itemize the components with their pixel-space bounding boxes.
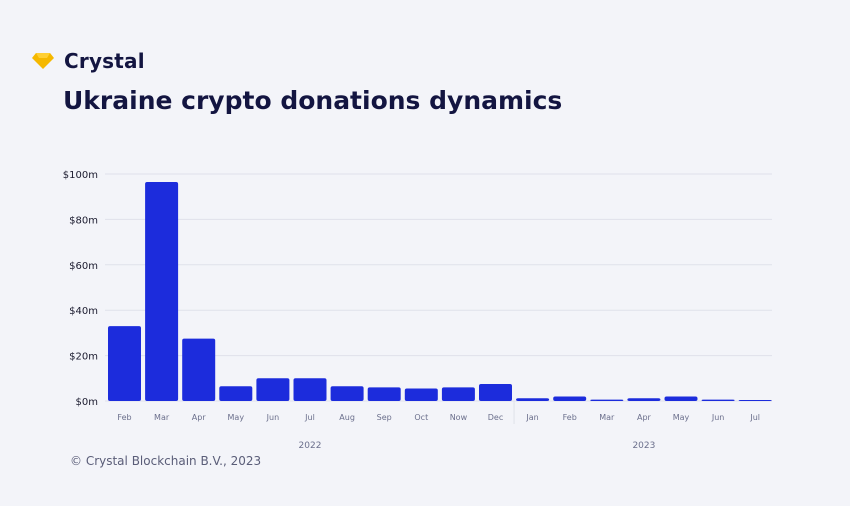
y-axis-tick-labels: $0m $20m $40m $60m $80m $100m: [63, 170, 98, 408]
x-tick-label: Feb: [117, 413, 131, 422]
x-tick-label: Mar: [599, 413, 615, 422]
bar: [738, 400, 772, 401]
x-tick-label: Sep: [377, 413, 392, 422]
x-tick-label: Feb: [563, 413, 577, 422]
diamond-icon-shape: [32, 53, 54, 69]
y-tick-label: $80m: [69, 215, 98, 226]
bar: [627, 398, 661, 401]
x-tick-label: May: [228, 413, 245, 422]
x-tick-label: Apr: [637, 413, 652, 422]
y-tick-label: $60m: [69, 261, 98, 272]
bar: [367, 387, 401, 401]
bar: [330, 386, 364, 401]
diamond-icon-facet: [36, 53, 50, 58]
y-tick-label: $0m: [76, 397, 98, 408]
x-tick-label: Jul: [749, 413, 760, 422]
bar: [701, 399, 735, 401]
year-group-label: 2023: [632, 441, 655, 451]
x-tick-label: May: [673, 413, 690, 422]
y-tick-label: $40m: [69, 306, 98, 317]
bar: [145, 181, 179, 401]
diamond-icon: [32, 53, 54, 69]
chart-title: Ukraine crypto donations dynamics: [63, 86, 563, 115]
bar: [590, 399, 624, 401]
x-tick-label: Jun: [266, 413, 280, 422]
x-tick-label: Jan: [525, 413, 538, 422]
year-group-label: 2022: [299, 441, 322, 451]
x-axis-tick-labels: Feb Mar Apr May Jun Jul Aug Sep Oct Now Dec Jan Feb M…: [117, 413, 760, 422]
x-tick-label: Apr: [192, 413, 207, 422]
bar: [182, 338, 216, 401]
bar: [441, 387, 475, 401]
x-tick-label: Jul: [304, 413, 315, 422]
brand-name: Crystal: [64, 49, 145, 73]
bar: [256, 378, 290, 401]
year-group-labels: 2022 2023: [299, 401, 655, 451]
x-tick-label: Oct: [414, 413, 428, 422]
bars: [108, 181, 772, 401]
bar: [293, 378, 327, 401]
grid-lines: [105, 173, 772, 402]
x-tick-label: Aug: [339, 413, 355, 422]
x-tick-label: Dec: [488, 413, 503, 422]
bar: [479, 383, 512, 401]
brand: Crystal: [32, 47, 145, 75]
x-tick-label: Jun: [711, 413, 725, 422]
copyright-footer: © Crystal Blockchain B.V., 2023: [70, 454, 262, 468]
bar: [108, 326, 141, 401]
bar: [553, 396, 587, 401]
bar: [664, 396, 698, 401]
y-tick-label: $100m: [63, 170, 98, 181]
y-tick-label: $20m: [69, 352, 98, 363]
x-tick-label: Mar: [154, 413, 170, 422]
bar: [404, 388, 438, 401]
bar: [516, 398, 550, 401]
bar: [219, 386, 253, 401]
x-tick-label: Now: [450, 413, 468, 422]
